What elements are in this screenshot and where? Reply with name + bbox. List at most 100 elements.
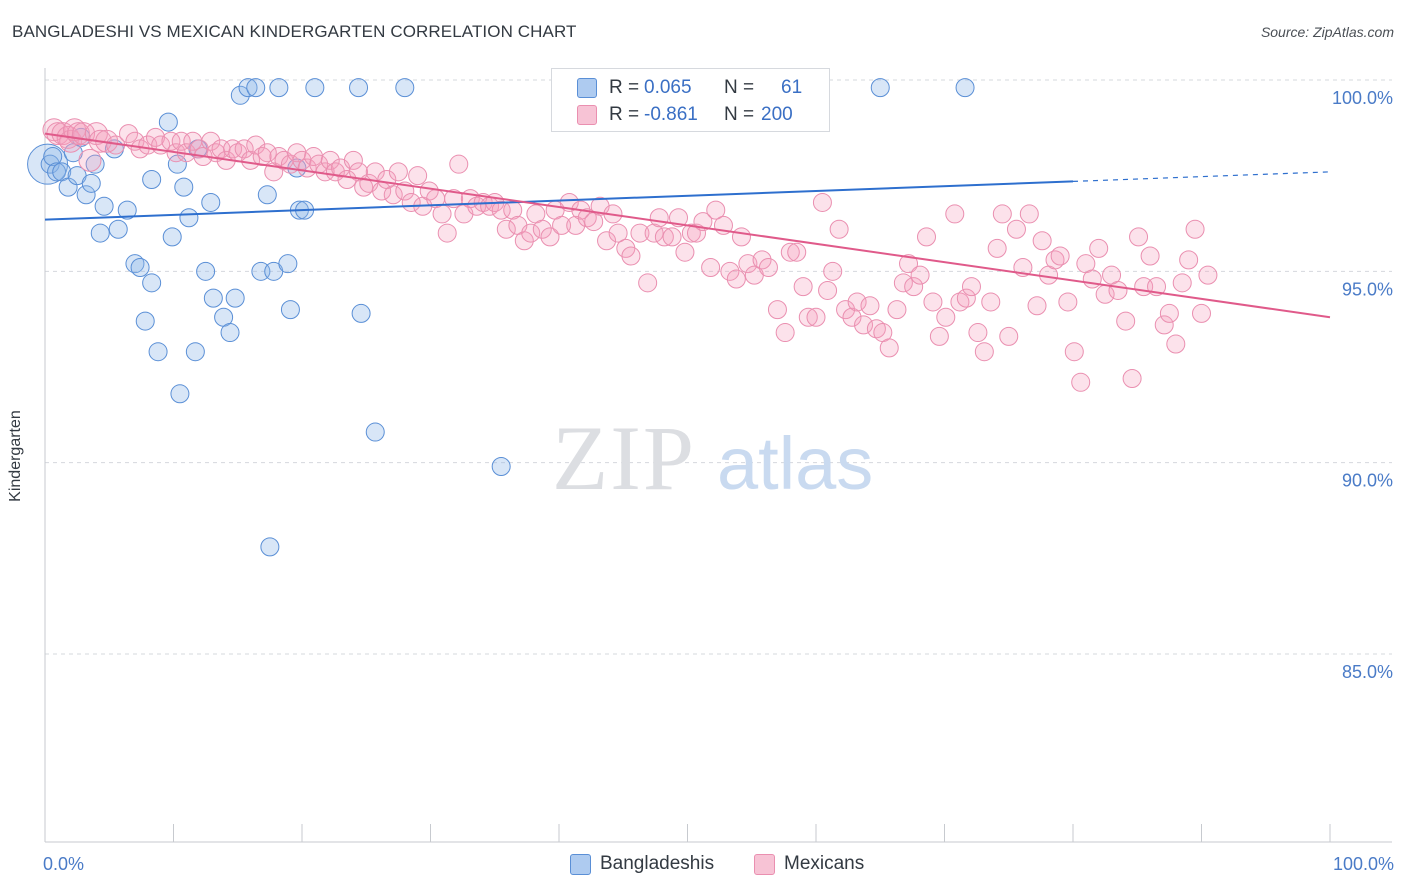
bangladeshi-point: [125, 254, 145, 274]
mexican-point: [992, 204, 1012, 224]
mexican-point: [945, 204, 965, 224]
bangladeshi-point: [365, 422, 385, 442]
mexican-point: [1198, 265, 1218, 285]
mexican-point: [78, 148, 102, 172]
mexican-point: [1159, 303, 1179, 323]
mexican-point: [1064, 342, 1084, 362]
series-swatch-pink: [754, 854, 775, 875]
bangladeshi-point: [43, 147, 63, 167]
bangladeshi-point: [85, 154, 105, 174]
mexican-point: [854, 315, 874, 335]
legend-r-label: R =: [609, 77, 640, 98]
x-tick-label: 0.0%: [43, 854, 84, 874]
axis-layer: [44, 68, 1392, 843]
bangladeshi-point: [955, 78, 975, 98]
mexican-point: [532, 219, 552, 239]
mexican-point: [726, 269, 746, 289]
mexican-point: [161, 131, 181, 151]
mexican-point: [257, 143, 277, 163]
mexican-point: [662, 227, 682, 247]
bangladeshi-point: [305, 78, 325, 98]
bangladeshi-point: [142, 169, 162, 189]
mexican-point: [644, 223, 664, 243]
correlation-legend: R = 0.065 N = 61 R = -0.861 N = 200: [551, 68, 830, 132]
mexican-point: [388, 162, 408, 182]
mexican-point: [681, 223, 701, 243]
mexican-point: [437, 223, 457, 243]
mexican-point: [540, 227, 560, 247]
legend-r-label: R =: [609, 104, 640, 125]
mexican-point: [818, 280, 838, 300]
mexican-point: [1172, 273, 1192, 293]
mexican-point: [171, 131, 191, 151]
mexican-point: [1006, 219, 1026, 239]
bangladeshi-point: [130, 258, 150, 278]
tick-labels: 100.0% 95.0% 90.0% 85.0% 0.0% 100.0%: [43, 88, 1394, 874]
mexican-point: [432, 204, 452, 224]
mexican-point: [720, 261, 740, 281]
mexican-point: [929, 326, 949, 346]
mexican-point: [320, 150, 340, 170]
trendlines: [44, 132, 1331, 319]
mexican-point: [1045, 250, 1065, 270]
mexican-point: [767, 300, 787, 320]
mexican-point: [923, 292, 943, 312]
series-swatch-blue: [570, 854, 591, 875]
bangladeshi-point: [162, 227, 182, 247]
mexican-point: [1122, 368, 1142, 388]
series-legend-label: Bangladeshis: [600, 853, 715, 874]
mexican-point: [1192, 303, 1211, 323]
mexican-point: [738, 254, 758, 274]
mexican-point: [223, 139, 243, 159]
mexican-point: [780, 242, 800, 262]
mexican-point: [630, 223, 650, 243]
mexican-point: [1071, 372, 1091, 392]
watermark-atlas: atlas: [717, 422, 873, 505]
mexican-point: [893, 273, 913, 293]
bangladeshi-point: [81, 173, 101, 193]
legend-n-value: 200: [761, 104, 793, 125]
mexican-point: [752, 250, 772, 270]
bangladeshi-point: [179, 208, 199, 228]
mexican-point: [787, 242, 807, 262]
mexican-point: [608, 223, 628, 243]
mexican-point: [419, 181, 439, 201]
mexican-point: [1185, 219, 1205, 239]
mexican-point: [879, 338, 899, 358]
mexican-point: [234, 139, 254, 159]
bangladeshi-point: [491, 456, 511, 476]
mexican-point: [842, 307, 862, 327]
mexican-point: [246, 135, 266, 155]
mexican-point: [669, 208, 689, 228]
bangladeshi-point: [117, 200, 137, 220]
bangladeshi-point: [203, 288, 223, 308]
bangladeshi-point: [238, 78, 258, 98]
mexican-point: [860, 296, 880, 316]
mexican-point: [887, 300, 907, 320]
bangladeshi-trendline-extension: [1072, 171, 1331, 183]
mexican-point: [408, 166, 428, 186]
bangladeshi-point: [185, 342, 205, 362]
bangladeshi-point: [90, 223, 110, 243]
mexican-point: [383, 185, 403, 205]
bangladeshi-point: [170, 384, 190, 404]
mexican-point: [812, 192, 832, 212]
watermark-zip: ZIP: [552, 407, 696, 509]
legend-n-label: N =: [724, 77, 755, 98]
mexican-point: [798, 307, 818, 327]
bangladeshi-point: [158, 112, 178, 132]
x-tick-label: 100.0%: [1333, 854, 1394, 874]
mexican-point: [793, 277, 813, 297]
mexican-point: [119, 124, 139, 144]
mexican-point: [496, 219, 516, 239]
y-tick-label: 95.0%: [1342, 279, 1393, 299]
mexican-point: [201, 131, 221, 151]
bangladeshi-point: [220, 323, 240, 343]
legend-r-value: -0.861: [644, 104, 698, 125]
mexican-point: [1050, 246, 1070, 266]
mexican-point: [806, 307, 826, 327]
mexican-point: [597, 231, 617, 251]
mexican-point: [701, 258, 721, 278]
mexican-point: [731, 227, 751, 247]
bangladeshi-point: [395, 78, 415, 98]
